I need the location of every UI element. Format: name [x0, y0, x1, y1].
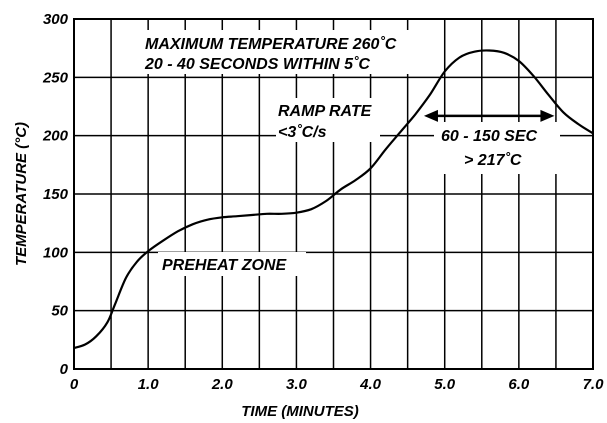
preheat-zone-label: PREHEAT ZONE: [162, 257, 287, 274]
tal-arrow-head-right: [540, 109, 555, 122]
x-tick-label-0: 0: [70, 376, 79, 393]
ramp-rate-label-line2: <3˚C/s: [278, 124, 327, 141]
y-tick-label-0: 0: [60, 361, 69, 378]
y-tick-label-4: 200: [42, 128, 69, 145]
tal-label-line2: > 217˚C: [464, 152, 522, 169]
y-axis-label: TEMPERATURE (°C): [13, 122, 30, 266]
x-tick-label-1: 1.0: [138, 376, 160, 393]
x-tick-label-4: 4.0: [359, 376, 382, 393]
x-tick-label-7: 7.0: [583, 376, 605, 393]
x-tick-labels: 0 1.0 2.0 3.0 4.0 5.0 6.0 7.0: [70, 376, 604, 393]
y-tick-label-5: 250: [42, 69, 69, 86]
plot-frame: [73, 18, 594, 370]
max-temp-label-line2: 20 - 40 SECONDS WITHIN 5˚C: [144, 56, 370, 73]
y-tick-label-3: 150: [43, 186, 69, 203]
ramp-rate-label-line1: RAMP RATE: [278, 103, 373, 120]
tal-label-line1: 60 - 150 SEC: [441, 128, 538, 145]
y-tick-label-6: 300: [43, 11, 69, 28]
y-tick-label-1: 50: [51, 303, 68, 320]
preheat-label-bg: [158, 252, 306, 276]
y-tick-labels: 0 50 100 150 200 250 300: [42, 11, 69, 378]
time-above-liquidus-arrow: [423, 109, 555, 122]
max-temp-label-line1: MAXIMUM TEMPERATURE 260˚C: [145, 36, 397, 53]
tal-label-bg: [434, 122, 560, 174]
y-tick-label-2: 100: [43, 244, 69, 261]
x-tick-label-6: 6.0: [508, 376, 530, 393]
x-tick-label-3: 3.0: [286, 376, 308, 393]
x-tick-label-2: 2.0: [211, 376, 234, 393]
temperature-curve: [73, 49, 594, 350]
ramp-rate-label-bg: [276, 98, 380, 142]
x-axis-label: TIME (MINUTES): [241, 403, 359, 420]
x-tick-label-5: 5.0: [434, 376, 456, 393]
max-temp-label-bg: [141, 30, 429, 74]
tal-arrow-head-left: [423, 109, 438, 122]
